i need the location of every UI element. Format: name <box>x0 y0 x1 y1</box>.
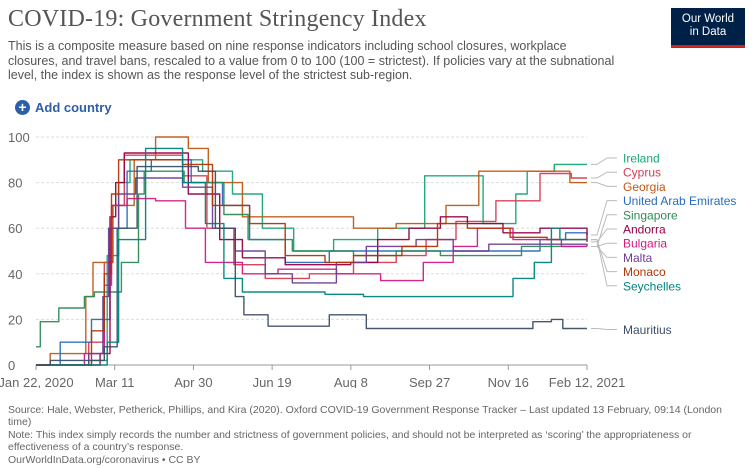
note-text: Note: This index simply records the numb… <box>8 428 692 454</box>
series-line-singapore <box>36 170 587 348</box>
legend-label: United Arab Emirates <box>623 194 736 208</box>
y-tick-label: 100 <box>8 130 30 145</box>
legend-label: Georgia <box>623 180 666 194</box>
y-tick-label: 80 <box>8 176 22 191</box>
chart-title: COVID-19: Government Stringency Index <box>8 6 427 32</box>
y-tick-label: 60 <box>8 221 22 236</box>
x-tick-label: Mar 11 <box>95 375 135 388</box>
x-tick-label: Nov 16 <box>488 375 529 388</box>
legend-label: Bulgaria <box>623 237 667 251</box>
footer-link[interactable]: OurWorldInData.org/coronavirus • CC BY <box>8 453 201 466</box>
legend-label: Ireland <box>623 152 660 166</box>
y-axis: 0 20 40 60 80 100 <box>8 130 30 373</box>
legend-connector <box>591 245 617 258</box>
source-text: Source: Hale, Webster, Petherick, Philli… <box>8 404 722 429</box>
legend-label: Mauritius <box>623 323 672 337</box>
legend-label: Singapore <box>623 208 678 222</box>
footer: Source: Hale, Webster, Petherick, Philli… <box>8 404 738 466</box>
line-chart: 0 20 40 60 80 100 Jan 22, 2020 Mar 11 Apr 30 Jun… <box>0 130 736 388</box>
legend-connector <box>591 228 617 243</box>
legend-label: Andorra <box>623 223 666 237</box>
legend-label: Malta <box>623 251 653 265</box>
y-tick-label: 0 <box>8 358 15 373</box>
x-tick-label: Jan 22, 2020 <box>0 375 74 388</box>
y-tick-label: 40 <box>8 267 22 282</box>
series-line-monaco <box>36 159 587 366</box>
series-line-mauritius <box>36 165 587 366</box>
x-tick-label: Sep 27 <box>409 375 450 388</box>
legend-connector <box>591 157 617 165</box>
plus-circle-icon: + <box>15 100 30 115</box>
legend-label: Seychelles <box>623 279 681 293</box>
x-axis: Jan 22, 2020 Mar 11 Apr 30 Jun 19 Aug 8 Sep 2… <box>0 365 625 388</box>
legend-connector <box>591 182 617 187</box>
legend-label: Monaco <box>623 265 666 279</box>
legend-connector <box>591 200 617 236</box>
legend-connector <box>591 239 617 287</box>
logo-line-2: in Data <box>689 26 727 38</box>
x-tick-label: Aug 8 <box>334 375 368 388</box>
y-tick-label: 20 <box>8 312 22 327</box>
owid-logo[interactable]: Our World in Data <box>671 8 745 48</box>
x-tick-label: Jun 19 <box>253 375 292 388</box>
series-lines <box>36 136 588 366</box>
x-tick-label: Feb 12, 2021 <box>549 375 626 388</box>
legend-connector <box>591 171 617 179</box>
add-country-button[interactable]: + Add country <box>15 100 112 115</box>
series-line-seychelles <box>36 147 587 366</box>
add-country-label: Add country <box>35 100 112 115</box>
legend-label: Cyprus <box>623 166 661 180</box>
legend-connector <box>591 328 617 331</box>
logo-line-1: Our World <box>681 13 735 25</box>
chart-subtitle: This is a composite measure based on nin… <box>8 39 615 83</box>
series-line-malta <box>36 177 588 366</box>
x-tick-label: Apr 30 <box>174 375 212 388</box>
